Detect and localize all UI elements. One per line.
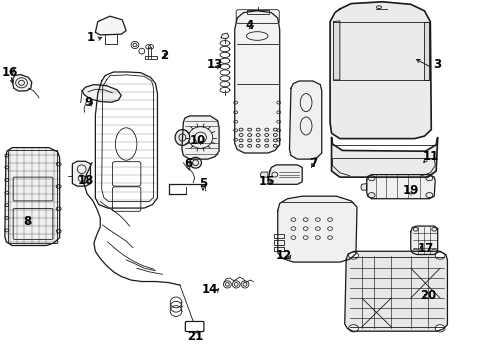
Polygon shape <box>5 148 60 246</box>
Text: 2: 2 <box>160 49 167 62</box>
Ellipse shape <box>348 252 358 259</box>
Text: 21: 21 <box>187 330 203 343</box>
Ellipse shape <box>189 157 201 168</box>
Polygon shape <box>182 116 219 159</box>
Ellipse shape <box>434 252 444 259</box>
Text: 8: 8 <box>23 215 31 228</box>
Polygon shape <box>331 138 437 177</box>
Bar <box>8 150 57 243</box>
Polygon shape <box>344 251 447 331</box>
Polygon shape <box>95 16 126 35</box>
Ellipse shape <box>348 325 358 332</box>
Text: 20: 20 <box>419 289 435 302</box>
Bar <box>246 10 268 14</box>
Polygon shape <box>221 33 228 39</box>
Polygon shape <box>234 11 279 153</box>
Ellipse shape <box>175 130 189 145</box>
Ellipse shape <box>434 325 444 332</box>
Polygon shape <box>10 69 15 75</box>
Polygon shape <box>410 226 437 255</box>
Text: 11: 11 <box>421 150 438 163</box>
Bar <box>145 56 157 59</box>
Text: 7: 7 <box>308 157 316 170</box>
Text: 13: 13 <box>206 58 223 71</box>
Polygon shape <box>267 165 302 184</box>
Text: 18: 18 <box>77 174 94 186</box>
Polygon shape <box>72 161 90 186</box>
Bar <box>273 247 283 251</box>
Text: 10: 10 <box>189 134 206 147</box>
Text: 6: 6 <box>184 157 192 170</box>
Text: 9: 9 <box>84 96 92 109</box>
Polygon shape <box>360 184 366 190</box>
Bar <box>273 234 283 238</box>
Ellipse shape <box>115 128 137 160</box>
Text: 1: 1 <box>86 31 94 44</box>
Polygon shape <box>329 2 430 139</box>
Text: 16: 16 <box>1 66 18 78</box>
Polygon shape <box>424 22 428 80</box>
Text: 4: 4 <box>245 19 253 32</box>
Polygon shape <box>333 21 339 80</box>
Text: 12: 12 <box>275 249 291 262</box>
Text: 19: 19 <box>402 184 418 197</box>
Polygon shape <box>82 85 121 102</box>
Polygon shape <box>277 196 356 262</box>
Polygon shape <box>260 172 267 177</box>
Polygon shape <box>12 75 32 91</box>
Text: 5: 5 <box>199 177 206 190</box>
Text: 15: 15 <box>258 175 274 188</box>
Text: 17: 17 <box>416 242 433 255</box>
Bar <box>273 240 283 245</box>
Polygon shape <box>366 175 434 199</box>
Text: 14: 14 <box>202 283 218 296</box>
Polygon shape <box>289 81 321 159</box>
Text: 3: 3 <box>433 58 441 71</box>
